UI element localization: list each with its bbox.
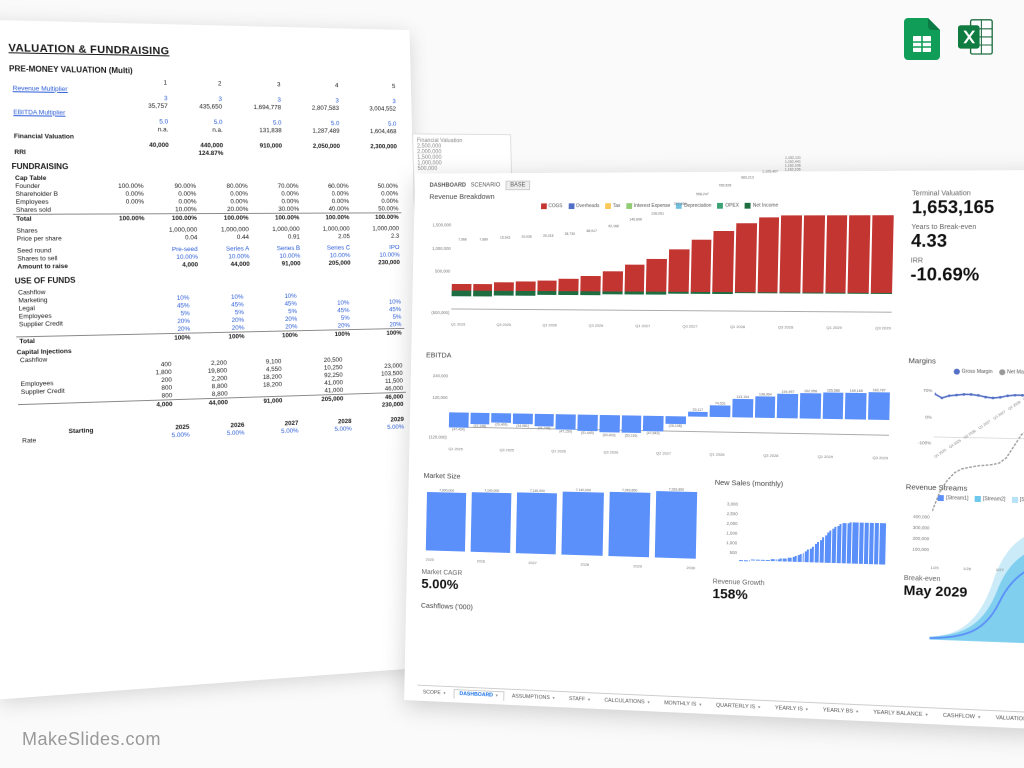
tab-calculations[interactable]: CALCULATIONS▼ (598, 696, 656, 708)
market-size-chart: Market Size 7,000,0007,140,0007,140,0007… (421, 471, 701, 603)
tab-monthly-is[interactable]: MONTHLY IS▼ (658, 698, 708, 710)
valuation-sheet: 1234 VALUATION & FUNDRAISING PRE-MONEY V… (0, 20, 430, 700)
tab-dashboard[interactable]: DASHBOARD▼ (454, 689, 505, 701)
dashboard-sheet: DASHBOARD SCENARIO BASE Revenue Breakdow… (400, 170, 1024, 730)
tab-valuation[interactable]: VALUATION▼ (989, 713, 1024, 725)
watermark: MakeSlides.com (22, 729, 161, 750)
cap-table: Cap Table Founder100.00%90.00%80.00%70.0… (12, 174, 403, 271)
app-icons (904, 18, 994, 60)
new-sales-chart: New Sales (monthly) 3,0002,5002,0001,500… (712, 478, 891, 610)
capital-injections-table: Cashflow4002,2009,10020,5001,80019,8004,… (17, 347, 407, 421)
google-sheets-icon (904, 18, 940, 60)
kpi-block: Terminal Valuation 1,653,165 Years to Br… (909, 190, 1024, 350)
tab-yearly-balance[interactable]: YEARLY BALANCE▼ (867, 707, 935, 720)
tab-scope[interactable]: SCOPE▼ (417, 687, 452, 698)
tab-quarterly-is[interactable]: QUARTERLY IS▼ (710, 701, 767, 713)
tab-yearly-is[interactable]: YEARLY IS▼ (769, 703, 815, 715)
tab-cashflow[interactable]: CASHFLOW▼ (937, 711, 988, 723)
tab-assumptions[interactable]: ASSUMPTIONS▼ (506, 691, 561, 703)
tab-yearly-bs[interactable]: YEARLY BS▼ (817, 705, 866, 717)
fundraising-heading: FUNDRAISING (12, 162, 401, 172)
scenario-selector[interactable]: BASE (505, 181, 530, 191)
sheet-title: VALUATION & FUNDRAISING (8, 42, 397, 62)
sheet-tabs: SCOPE▼DASHBOARD▼ASSUMPTIONS▼STAFF▼CALCUL… (417, 685, 1024, 726)
excel-icon (958, 18, 994, 60)
revenue-breakdown-chart: Revenue Breakdown COGSOverheadsTaxIntere… (426, 191, 898, 349)
ebitda-chart: EBITDA 240,000120,000(120,000) (47,434)(… (424, 351, 895, 475)
bottom-years: Starting 20252026202720282029 Rate 5.00%… (19, 415, 407, 445)
margins-chart: Margins Gross MarginNet Margin 70%0%-100… (906, 356, 1024, 478)
tab-staff[interactable]: STAFF▼ (563, 694, 597, 705)
useoffunds-table: CashflowMarketing10%10%10%Legal45%45%45%… (15, 283, 405, 346)
cashflows-chart: Cashflows ('000) (420, 601, 889, 677)
premoney-table: 12345 Revenue Multiplier 33333 35,757435… (9, 76, 400, 158)
